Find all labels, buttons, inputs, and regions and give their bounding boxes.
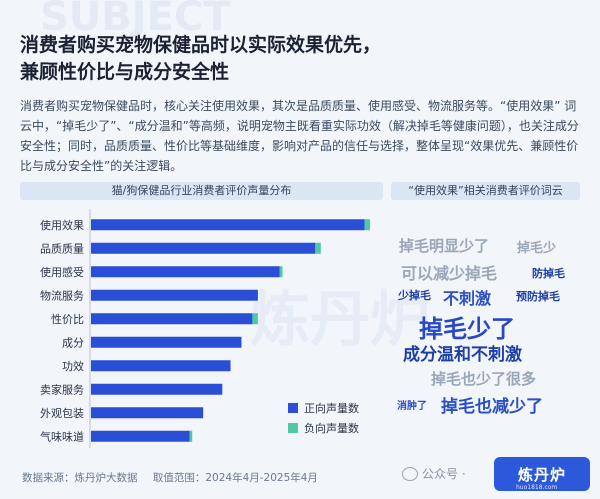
word-cloud-term: 掉毛明显少了	[399, 237, 490, 255]
wechat-text: 公众号 ·	[422, 467, 466, 481]
footer: 数据来源：炼丹炉大数据 取值范围：2024年4月-2025年4月	[22, 470, 330, 485]
description: 消费者购买宠物保健品时，核心关注使用效果，其次是品质质量、使用感受、物流服务等。…	[20, 99, 579, 173]
wechat-icon	[402, 466, 418, 481]
category-label: 外观包装	[40, 407, 84, 420]
bar-positive	[91, 242, 316, 254]
bar-negative	[364, 219, 371, 231]
word-cloud-term: 防掉毛	[532, 267, 565, 280]
word-cloud-term: 预防掉毛	[516, 290, 560, 303]
data-range: 取值范围：2024年4月-2025年4月	[152, 472, 318, 484]
bar-positive	[91, 289, 258, 301]
bar-positive	[91, 360, 231, 372]
bar-positive	[91, 336, 242, 348]
legend-swatch	[288, 403, 298, 413]
category-label: 性价比	[51, 312, 84, 326]
category-label: 气味味道	[40, 429, 84, 443]
bar-positive	[91, 407, 204, 419]
chart-panel-title: 猫/狗保健品行业消费者评价声量分布	[20, 182, 383, 200]
category-label: 品质质量	[40, 242, 84, 255]
bar-positive	[91, 266, 280, 278]
word-cloud-term: 消肿了	[397, 401, 427, 412]
cloud-panel-title: “使用效果”相关消费者评价词云	[391, 182, 580, 200]
word-cloud-term: 少掉毛	[398, 289, 431, 302]
word-cloud-term: 成分温和不刺激	[403, 345, 522, 365]
legend-label: 负向声量数	[304, 421, 359, 435]
word-cloud-term: 不刺激	[443, 289, 492, 308]
bar-negative	[189, 430, 193, 442]
bar-negative	[252, 313, 258, 325]
word-cloud-term: 可以减少掉毛	[401, 264, 498, 283]
word-cloud-term: 掉毛也少了很多	[431, 370, 537, 388]
word-cloud-term: 掉毛少了	[419, 315, 515, 343]
data-source: 数据来源：炼丹炉大数据	[22, 472, 138, 484]
logo-subtext: huo1818.com	[516, 484, 558, 491]
category-label: 成分	[62, 336, 84, 349]
bar-negative	[279, 266, 283, 278]
category-label: 功效	[62, 359, 84, 373]
bar-negative	[315, 242, 321, 254]
legend-swatch	[288, 423, 298, 433]
wechat-label: 公众号 ·	[402, 465, 466, 482]
legend-label: 正向声量数	[304, 401, 359, 415]
brand-logo: 炼丹炉	[494, 457, 590, 491]
word-cloud-term: 掉毛也减少了	[441, 397, 543, 417]
title-line-1: 消费者购买宠物保健品时以实际效果优先，	[20, 34, 382, 56]
page-title: 消费者购买宠物保健品时以实际效果优先， 兼顾性价比与成分安全性	[20, 32, 585, 86]
category-label: 使用效果	[40, 218, 84, 232]
title-line-2: 兼顾性价比与成分安全性	[20, 61, 230, 83]
bar-positive	[91, 313, 253, 325]
category-label: 卖家服务	[40, 382, 84, 396]
category-label: 物流服务	[40, 288, 84, 302]
word-cloud-term: 掉毛少	[517, 241, 557, 256]
logo-text: 炼丹炉	[517, 465, 566, 484]
bar-positive	[91, 430, 190, 442]
word-cloud: 掉毛明显少了 掉毛少可以减少掉毛 防掉毛少掉毛 不刺激 预防掉毛 掉毛少了 成分温和不刺激掉…	[391, 205, 591, 445]
bar-positive	[91, 219, 365, 231]
category-label: 使用感受	[40, 266, 84, 279]
bar-positive	[91, 383, 223, 395]
